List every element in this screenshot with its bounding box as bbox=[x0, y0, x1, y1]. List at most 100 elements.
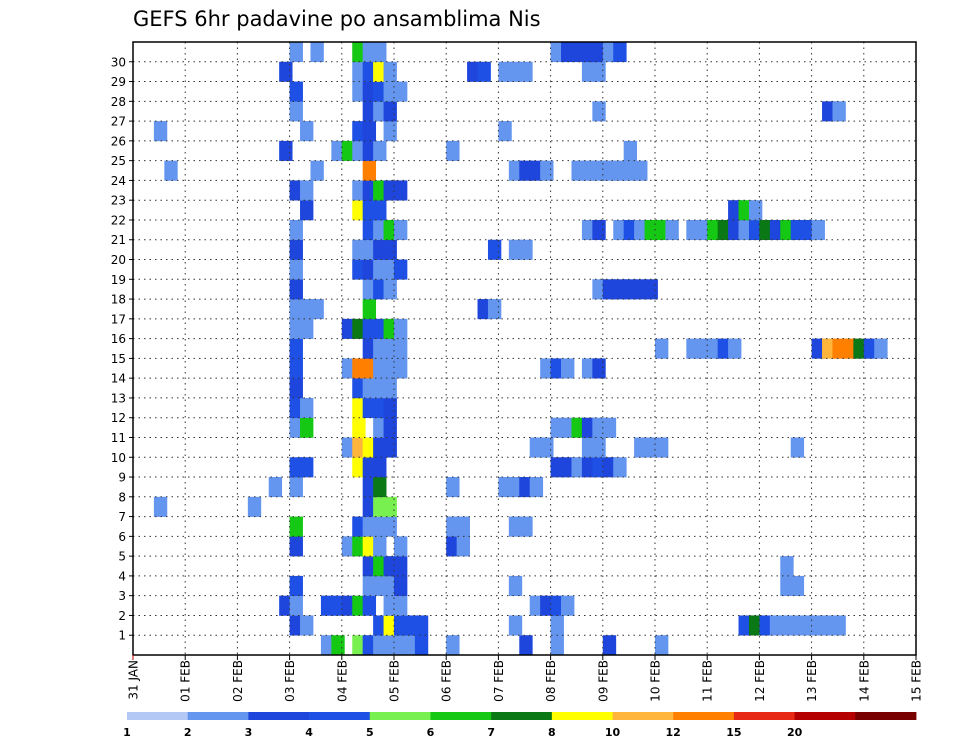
heatmap-cell bbox=[289, 42, 303, 63]
heatmap-cell bbox=[508, 575, 523, 596]
heatmap-cell bbox=[832, 615, 846, 636]
heatmap-cell bbox=[519, 239, 533, 260]
heatmap-cell bbox=[634, 279, 648, 300]
heatmap-cell bbox=[394, 338, 408, 359]
heatmap-cell bbox=[540, 595, 554, 616]
heatmap-cell bbox=[748, 200, 763, 221]
heatmap-cell bbox=[352, 121, 366, 142]
heatmap-cell bbox=[686, 338, 700, 359]
heatmap-cell bbox=[842, 338, 857, 359]
heatmap-cell bbox=[863, 338, 878, 359]
heatmap-cell bbox=[414, 615, 429, 636]
heatmap-cell bbox=[707, 219, 721, 241]
heatmap-cell bbox=[592, 160, 606, 181]
heatmap-cell bbox=[655, 635, 669, 656]
heatmap-cell bbox=[602, 635, 617, 656]
heatmap-cell bbox=[383, 61, 397, 82]
heatmap-cell bbox=[362, 81, 377, 102]
x-tick-label: 02 FEB bbox=[231, 660, 245, 702]
heatmap-cell bbox=[592, 219, 606, 241]
heatmap-cell bbox=[780, 575, 794, 596]
colorbar-label: 8 bbox=[548, 726, 556, 739]
heatmap-cell bbox=[373, 417, 387, 438]
heatmap-cell bbox=[728, 338, 742, 359]
heatmap-cell bbox=[164, 160, 178, 181]
x-tick-label: 05 FEB bbox=[388, 660, 402, 702]
heatmap-cell bbox=[832, 338, 846, 359]
heatmap-cell bbox=[759, 615, 773, 636]
heatmap-cell bbox=[613, 160, 627, 181]
heatmap-cell bbox=[279, 595, 293, 616]
heatmap-cell bbox=[790, 615, 805, 636]
heatmap-cell bbox=[289, 457, 303, 478]
heatmap-cell bbox=[362, 180, 377, 201]
heatmap-cell bbox=[383, 397, 397, 419]
colorbar-label: 20 bbox=[787, 726, 803, 739]
heatmap-cell bbox=[289, 180, 303, 201]
heatmap-cell bbox=[634, 160, 648, 181]
heatmap-cell bbox=[717, 219, 731, 241]
heatmap-cell bbox=[289, 239, 303, 260]
heatmap-cell bbox=[310, 299, 324, 320]
colorbar-label: 4 bbox=[305, 726, 313, 739]
y-tick-label: 1 bbox=[118, 629, 126, 643]
heatmap-cell bbox=[362, 101, 377, 122]
heatmap-cell bbox=[467, 61, 481, 82]
heatmap-cell bbox=[613, 219, 627, 241]
heatmap-cell bbox=[686, 219, 700, 241]
heatmap-cell bbox=[320, 635, 335, 656]
y-tick-label: 22 bbox=[111, 213, 126, 227]
heatmap-cell bbox=[383, 259, 397, 280]
heatmap-cell bbox=[550, 615, 564, 636]
y-tick-label: 3 bbox=[118, 589, 126, 603]
heatmap-cell bbox=[519, 477, 533, 498]
heatmap-cell bbox=[320, 595, 335, 616]
heatmap-cell bbox=[362, 575, 377, 596]
heatmap-cell bbox=[373, 239, 387, 260]
heatmap-cell bbox=[561, 417, 575, 438]
heatmap-cell bbox=[362, 318, 377, 339]
heatmap-cell bbox=[644, 279, 658, 300]
heatmap-cell bbox=[581, 42, 596, 63]
heatmap-cell bbox=[300, 180, 314, 201]
heatmap-cell bbox=[581, 61, 596, 82]
heatmap-cell bbox=[362, 299, 377, 320]
heatmap-cell bbox=[571, 42, 585, 63]
y-tick-label: 13 bbox=[111, 391, 126, 405]
heatmap-cell bbox=[373, 81, 387, 102]
heatmap-cell bbox=[634, 437, 648, 458]
y-tick-label: 26 bbox=[111, 134, 126, 148]
heatmap-cell bbox=[289, 279, 303, 300]
colorbar-label: 2 bbox=[184, 726, 192, 739]
y-tick-label: 12 bbox=[111, 411, 126, 425]
heatmap-cell bbox=[352, 81, 366, 102]
heatmap-cell bbox=[508, 615, 523, 636]
heatmap-cell bbox=[383, 239, 397, 260]
heatmap-cell bbox=[341, 437, 356, 458]
heatmap-cell bbox=[352, 378, 366, 399]
heatmap-cell bbox=[394, 536, 408, 557]
heatmap-cell bbox=[373, 219, 387, 241]
heatmap-cell bbox=[508, 477, 523, 498]
heatmap-cell bbox=[310, 42, 324, 63]
heatmap-cell bbox=[341, 358, 356, 379]
heatmap-cell bbox=[446, 635, 460, 656]
heatmap-cell bbox=[153, 496, 168, 517]
heatmap-cell bbox=[352, 140, 366, 161]
heatmap-cell bbox=[373, 101, 387, 122]
heatmap-cell bbox=[665, 219, 679, 241]
heatmap-cell bbox=[696, 338, 711, 359]
heatmap-cell bbox=[373, 575, 387, 596]
heatmap-cell bbox=[874, 338, 888, 359]
heatmap-cell bbox=[383, 378, 397, 399]
colorbar-swatch bbox=[491, 712, 553, 720]
y-tick-label: 9 bbox=[118, 471, 126, 485]
heatmap-cell bbox=[822, 615, 836, 636]
heatmap-cell bbox=[613, 457, 627, 478]
heatmap-cell bbox=[383, 595, 397, 616]
heatmap-cell bbox=[289, 397, 303, 419]
heatmap-cell bbox=[822, 101, 836, 122]
heatmap-cell bbox=[780, 219, 794, 241]
x-tick-label: 01 FEB bbox=[179, 660, 193, 702]
heatmap-cell bbox=[362, 358, 377, 379]
